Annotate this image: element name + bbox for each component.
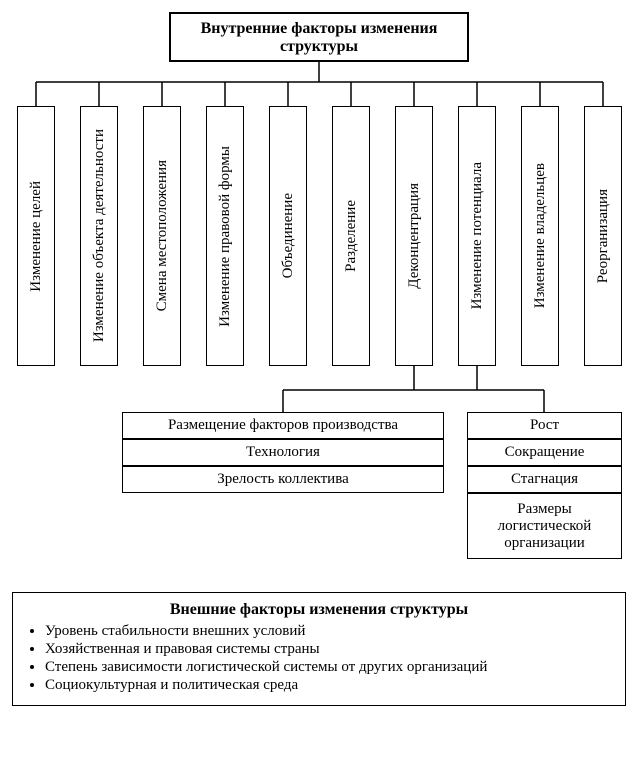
factor-label: Изменение объекта деятельности (91, 121, 108, 350)
factor-node: Изменение потенциала (458, 106, 496, 366)
factor-node: Разделение (332, 106, 370, 366)
factor-label: Смена местоположения (154, 152, 171, 319)
root-node: Внутренние факторы изменения структуры (169, 12, 469, 62)
subright-node: Рост (467, 412, 622, 439)
factor-node: Деконцентрация (395, 106, 433, 366)
factor-label: Объединение (280, 185, 297, 286)
factor-node: Смена местоположения (143, 106, 181, 366)
subleft-label: Размещение факторов производства (168, 417, 398, 434)
factor-node: Реорганизация (584, 106, 622, 366)
factor-node: Изменение целей (17, 106, 55, 366)
subright-label: Сокращение (505, 444, 585, 461)
factor-label: Изменение владельцев (532, 155, 549, 316)
factor-label: Изменение целей (28, 173, 45, 300)
subleft-node: Технология (122, 439, 444, 466)
external-list: Уровень стабильности внешних условий Хоз… (27, 623, 611, 694)
subright-node: Стагнация (467, 466, 622, 493)
root-label: Внутренние факторы изменения структуры (201, 20, 438, 55)
external-item: Социокультурная и политическая среда (45, 677, 611, 694)
external-item: Уровень стабильности внешних условий (45, 623, 611, 640)
external-box: Внешние факторы изменения структуры Уров… (12, 592, 626, 706)
factor-node: Изменение объекта деятельности (80, 106, 118, 366)
subright-label: Стагнация (511, 471, 578, 488)
subright-node: Сокращение (467, 439, 622, 466)
factor-node: Изменение правовой формы (206, 106, 244, 366)
factor-label: Реорганизация (595, 181, 612, 291)
factor-label: Деконцентрация (406, 175, 423, 297)
external-item: Хозяйственная и правовая системы страны (45, 641, 611, 658)
subright-label: Рост (530, 417, 559, 434)
factor-node: Изменение владельцев (521, 106, 559, 366)
factor-label: Изменение правовой формы (217, 138, 234, 335)
subleft-label: Зрелость коллектива (217, 471, 349, 488)
subright-label: Размеры логистической организации (472, 501, 617, 552)
diagram-root: Внутренние факторы изменения структуры И… (12, 12, 626, 751)
subleft-label: Технология (246, 444, 320, 461)
factor-label: Изменение потенциала (469, 154, 486, 317)
external-item: Степень зависимости логистической систем… (45, 659, 611, 676)
subleft-node: Зрелость коллектива (122, 466, 444, 493)
subright-node: Размеры логистической организации (467, 493, 622, 559)
subleft-node: Размещение факторов производства (122, 412, 444, 439)
factor-label: Разделение (343, 192, 360, 280)
factor-node: Объединение (269, 106, 307, 366)
external-title: Внешние факторы изменения структуры (27, 601, 611, 619)
